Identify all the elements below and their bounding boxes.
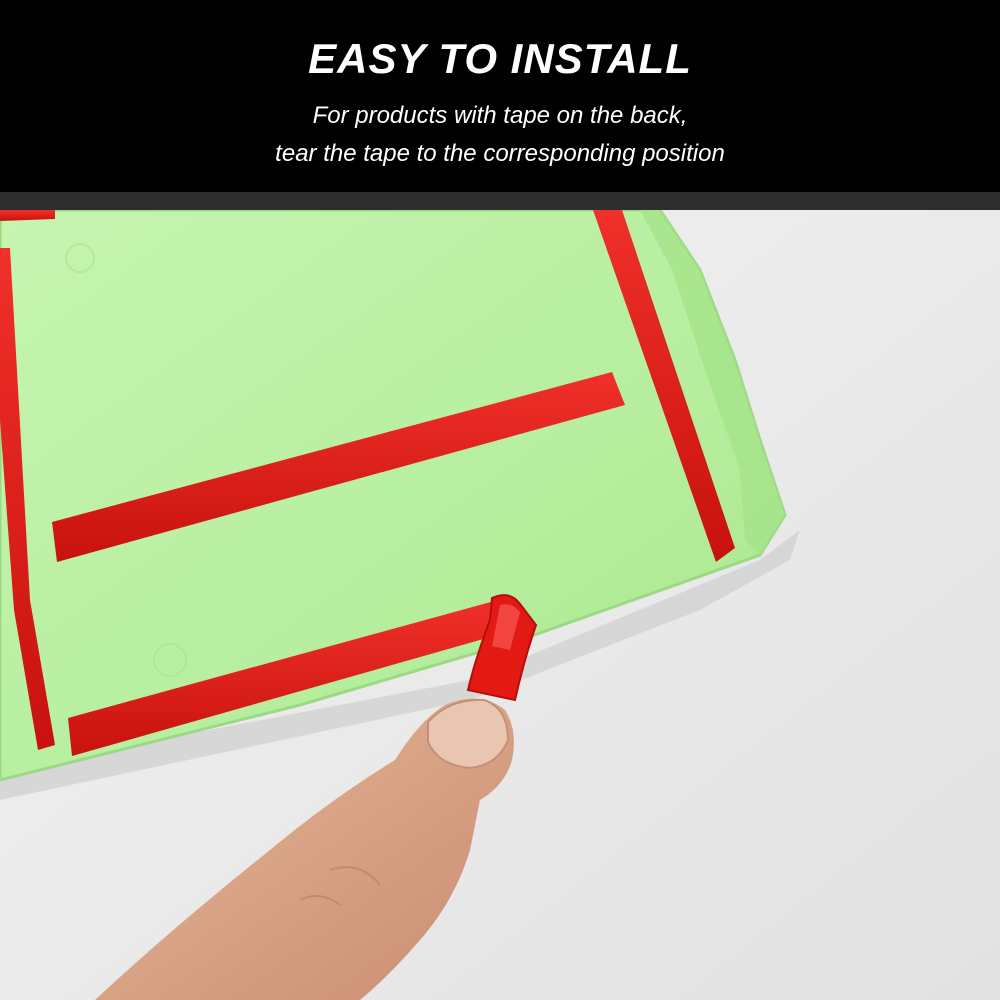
- banner-title: EASY TO INSTALL: [308, 35, 692, 82]
- red-tape-left-vertical: [0, 248, 55, 750]
- divider-strip: [0, 192, 1000, 210]
- pad-edge: [640, 210, 785, 555]
- banner-subtitle-line-2: tear the tape to the corresponding posit…: [275, 140, 725, 167]
- red-tape-middle: [52, 372, 625, 562]
- pad-shadow: [0, 530, 800, 800]
- pad-mark-circle: [153, 643, 187, 677]
- product-photo: [0, 210, 1000, 1000]
- header-banner: EASY TO INSTALL For products with tape o…: [0, 0, 1000, 192]
- hand: [95, 698, 514, 1000]
- peeled-tape-highlight: [492, 604, 520, 650]
- red-tape-right-diagonal: [593, 210, 735, 562]
- hand-knuckle-line: [299, 866, 381, 906]
- red-tape-top-left: [0, 210, 55, 221]
- red-tape-bottom: [68, 600, 508, 756]
- thumb-nail: [427, 698, 510, 770]
- banner-subtitle-line-1: For products with tape on the back,: [312, 102, 688, 129]
- pad-mark-circle: [65, 243, 95, 273]
